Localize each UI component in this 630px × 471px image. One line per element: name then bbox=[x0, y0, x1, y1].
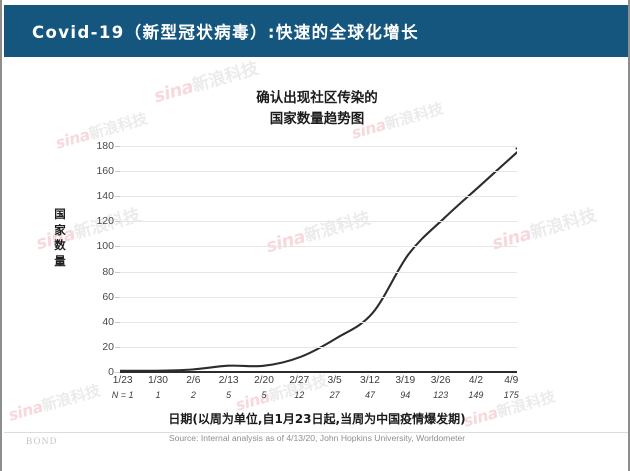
header-band bbox=[4, 5, 628, 57]
x-axis-tick-label: 4/2 bbox=[468, 375, 484, 386]
y-axis-tick-mark bbox=[115, 196, 120, 198]
y-axis-tick-label: 160 bbox=[96, 165, 114, 178]
y-axis-tick-mark bbox=[115, 296, 120, 298]
gridline bbox=[120, 296, 517, 298]
y-axis-title-char: 量 bbox=[54, 253, 66, 268]
gridline bbox=[120, 246, 517, 248]
y-axis-title-char: 国 bbox=[54, 207, 66, 221]
x-axis-n-value: 12 bbox=[294, 390, 305, 400]
x-axis-n-value: 1 bbox=[155, 390, 161, 400]
x-axis-tick-label: 3/5 bbox=[327, 375, 342, 386]
x-axis-tick-label: 2/27 bbox=[289, 375, 310, 386]
x-axis-tick-label: 3/26 bbox=[430, 375, 451, 386]
y-axis-tick-label: 180 bbox=[96, 140, 114, 152]
y-axis-title-char: 数 bbox=[54, 238, 66, 252]
y-axis-tick-label: 100 bbox=[96, 240, 114, 253]
x-axis-n-value: 123 bbox=[433, 390, 449, 400]
gridline bbox=[120, 146, 517, 147]
x-axis-n-value: N = 1 bbox=[111, 390, 134, 400]
y-axis-tick-label: 120 bbox=[96, 215, 114, 228]
x-axis-n-value: 2 bbox=[190, 390, 196, 400]
y-axis-tick-label: 40 bbox=[102, 315, 114, 328]
y-axis-tick-mark bbox=[115, 321, 120, 323]
y-axis-tick-labels: 180 160 140 120 100 80 60 40 20 0 bbox=[80, 140, 114, 378]
x-axis-tick-label: 3/12 bbox=[360, 375, 380, 386]
gridline bbox=[120, 171, 517, 173]
x-axis-title: 日期(以周为单位,自1月23日起,当周为中国疫情爆发期) bbox=[168, 412, 466, 426]
y-axis-tick-mark bbox=[115, 171, 120, 173]
y-axis-title-char: 家 bbox=[54, 222, 66, 237]
x-axis-n-value: 27 bbox=[329, 390, 340, 400]
x-axis-n-value: 47 bbox=[364, 390, 375, 400]
chart-title: 确认出现社区传染的 国家数量趋势图 bbox=[2, 88, 628, 130]
chart-title-line-2: 国家数量趋势图 bbox=[269, 111, 365, 127]
series-line bbox=[120, 147, 517, 372]
y-axis-tick-label: 60 bbox=[102, 290, 114, 303]
plot-area bbox=[120, 146, 517, 372]
x-axis-tick-label: 2/6 bbox=[186, 375, 201, 386]
y-axis-tick-mark bbox=[115, 346, 120, 348]
x-axis-tick-label: 2/13 bbox=[218, 375, 239, 386]
gridline bbox=[120, 271, 517, 273]
y-axis-tick-label: 140 bbox=[96, 190, 114, 203]
chart-title-line-1: 确认出现社区传染的 bbox=[256, 90, 378, 106]
x-axis-tick-label: 1/30 bbox=[148, 375, 168, 386]
y-axis-tick-label: 80 bbox=[102, 265, 114, 278]
y-axis-tick-mark bbox=[115, 221, 120, 223]
x-axis-tick-labels: 1/23 1/30 2/6 2/13 2/20 2/27 3/5 3/12 3/19 3/26 4/… bbox=[105, 375, 529, 386]
gridline bbox=[120, 346, 517, 348]
x-axis-tick-label: 3/19 bbox=[395, 375, 416, 386]
x-axis-n-value: 5 bbox=[226, 390, 232, 400]
gridline bbox=[120, 196, 517, 198]
y-axis-tick-mark bbox=[115, 372, 120, 373]
bond-logo: BOND bbox=[26, 437, 58, 447]
gridline bbox=[120, 221, 517, 223]
slide-title: Covid-19（新型冠状病毒）:快速的全球化增长 bbox=[32, 23, 420, 42]
x-axis-n-value: 149 bbox=[468, 390, 484, 400]
x-axis-tick-label: 1/23 bbox=[112, 375, 133, 386]
y-axis-tick-label: 0 bbox=[108, 366, 114, 378]
y-axis-tick-mark bbox=[115, 271, 120, 273]
y-axis-title: 国家数量 bbox=[51, 207, 69, 269]
y-axis-tick-mark bbox=[115, 246, 120, 248]
x-axis-n-value: 94 bbox=[400, 390, 411, 400]
x-axis-n-value: 5 bbox=[261, 390, 267, 400]
x-axis-tick-label: 2/20 bbox=[254, 375, 274, 386]
source-note: Source: Internal analysis as of 4/13/20,… bbox=[168, 433, 466, 443]
x-axis-tick-label: 4/9 bbox=[504, 375, 519, 386]
gridline bbox=[120, 321, 517, 323]
y-axis-tick-label: 20 bbox=[102, 340, 114, 353]
x-axis-n-value: 175 bbox=[503, 390, 519, 400]
y-axis-tick-mark bbox=[115, 146, 120, 147]
x-axis-n-values: N = 1 1 2 5 5 12 27 47 94 123 149 175 bbox=[105, 390, 529, 400]
footer-divider bbox=[4, 432, 628, 433]
x-axis-line bbox=[120, 371, 517, 373]
